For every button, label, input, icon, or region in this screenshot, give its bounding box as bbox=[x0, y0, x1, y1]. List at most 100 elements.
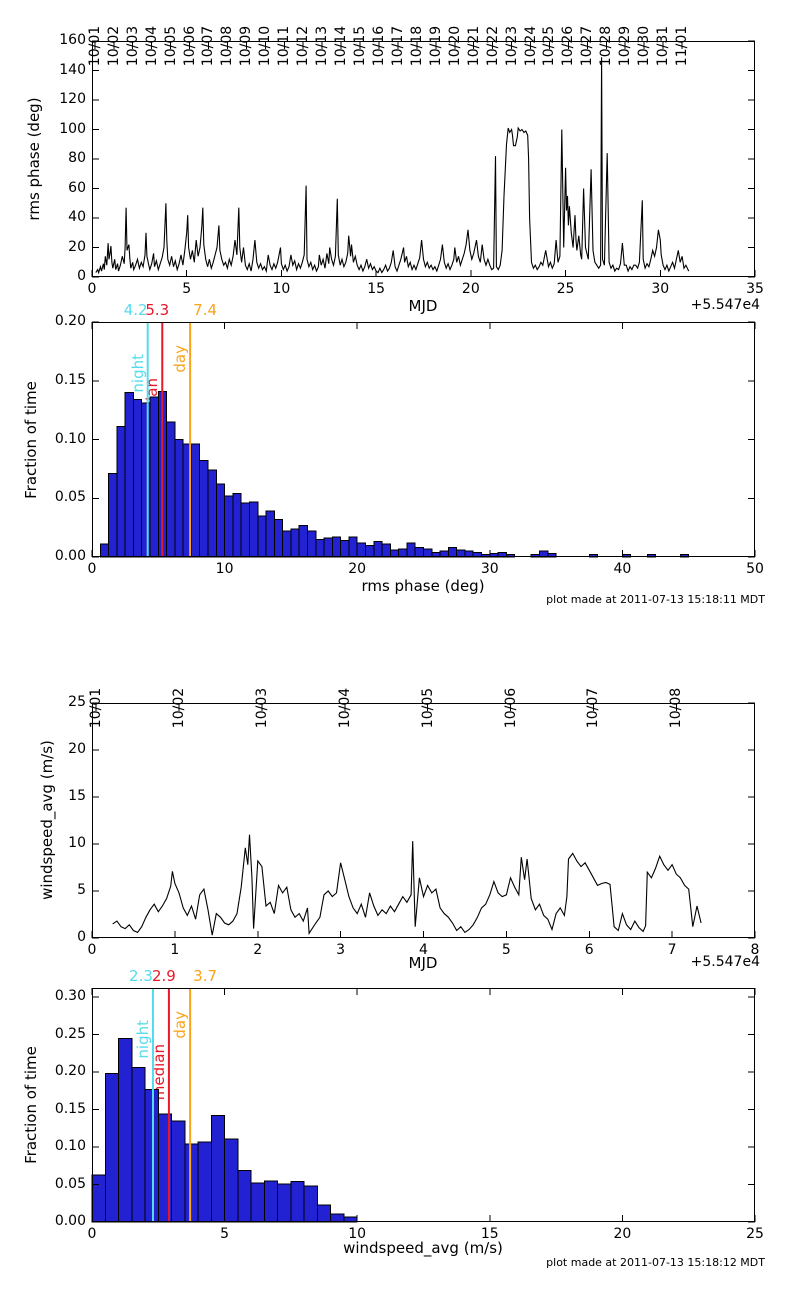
date-tick-label: 10/14 bbox=[333, 25, 350, 67]
date-tick-label: 10/16 bbox=[370, 25, 387, 67]
histogram-bar bbox=[144, 1088, 159, 1223]
histogram-bar bbox=[414, 547, 424, 558]
x-tick-label: 35 bbox=[746, 281, 764, 297]
date-tick-label: 10/06 bbox=[502, 687, 519, 729]
y-tick-label: 0.05 bbox=[54, 489, 86, 506]
windspeed-ylabel: windspeed_avg (m/s) bbox=[38, 740, 56, 900]
date-tick-label: 10/21 bbox=[465, 25, 482, 67]
histogram-bar bbox=[237, 1169, 252, 1223]
date-tick-label: 10/07 bbox=[200, 25, 217, 67]
histogram-bar bbox=[316, 1204, 332, 1223]
windspeed-xlabel: windspeed_avg (m/s) bbox=[343, 1239, 503, 1257]
x-tick-label: 40 bbox=[613, 561, 632, 577]
date-tick-label: 10/05 bbox=[419, 687, 436, 729]
histogram-bar bbox=[323, 537, 333, 558]
y-tick-label: 0.20 bbox=[54, 313, 86, 329]
date-tick-label: 10/09 bbox=[238, 25, 255, 67]
date-tick-label: 10/02 bbox=[105, 25, 122, 67]
day-value-label: 3.7 bbox=[193, 967, 218, 985]
x-tick-label: 5 bbox=[220, 1226, 230, 1242]
date-tick-label: 10/04 bbox=[336, 687, 353, 729]
date-tick-label: 10/03 bbox=[253, 687, 270, 729]
histogram-bar bbox=[116, 426, 126, 558]
histogram-bar bbox=[248, 501, 259, 558]
day-value-label: 7.4 bbox=[193, 301, 218, 319]
y-tick-label: 140 bbox=[59, 61, 86, 78]
timeseries-line bbox=[112, 834, 702, 936]
histogram-bar bbox=[132, 399, 143, 558]
x-tick-label: 15 bbox=[480, 1226, 499, 1242]
histogram-bar bbox=[282, 530, 292, 558]
y-tick-label: 15 bbox=[68, 788, 86, 804]
timeseries-line bbox=[95, 57, 690, 275]
date-tick-label: 10/03 bbox=[124, 25, 141, 67]
date-tick-label: 10/13 bbox=[314, 25, 331, 67]
x-tick-label: 5 bbox=[501, 942, 511, 958]
histogram-bar bbox=[199, 460, 209, 558]
x-tick-label: 10 bbox=[348, 1226, 367, 1242]
histogram-bar bbox=[306, 530, 317, 558]
x-tick-label: 20 bbox=[348, 561, 367, 577]
histogram-bar bbox=[171, 1120, 186, 1223]
x-tick-label: 30 bbox=[480, 561, 499, 577]
night-value-label: 4.2 bbox=[123, 301, 148, 319]
histogram-bar bbox=[303, 1185, 318, 1223]
median-value-label: 2.9 bbox=[151, 967, 176, 985]
histogram-bar bbox=[406, 542, 416, 558]
y-tick-label: 0.00 bbox=[54, 1213, 86, 1229]
histogram-bar bbox=[99, 543, 110, 558]
histogram-bar bbox=[330, 1213, 345, 1223]
y-tick-label: 80 bbox=[68, 150, 86, 166]
x-tick-label: 20 bbox=[613, 1226, 632, 1242]
x-tick-label: 20 bbox=[461, 281, 480, 297]
histogram-bar bbox=[263, 1180, 279, 1223]
histogram-bar bbox=[331, 536, 342, 558]
y-tick-label: 0.10 bbox=[54, 430, 86, 447]
histogram-bar bbox=[250, 1182, 265, 1223]
axes-spine bbox=[92, 988, 755, 1222]
y-tick-label: 25 bbox=[68, 694, 86, 710]
y-tick-label: 20 bbox=[68, 238, 86, 255]
histogram-bar bbox=[174, 439, 184, 558]
y-tick-label: 40 bbox=[68, 209, 86, 225]
histogram-bar bbox=[91, 1174, 106, 1223]
histogram-bar bbox=[184, 1143, 199, 1223]
rms-phase-timeseries-axes bbox=[91, 40, 756, 278]
y-tick-label: 0.15 bbox=[54, 371, 86, 388]
y-tick-label: 0.10 bbox=[54, 1138, 86, 1154]
histogram-bar bbox=[290, 1181, 305, 1223]
histogram-bar bbox=[131, 1067, 146, 1223]
date-tick-label: 10/02 bbox=[171, 687, 188, 729]
y-tick-label: 0.00 bbox=[54, 548, 86, 564]
median-value-label: 5.3 bbox=[145, 301, 170, 319]
histogram-bar bbox=[215, 483, 226, 558]
histogram-bar bbox=[141, 402, 151, 558]
histogram-bar bbox=[381, 543, 391, 558]
histogram-bar bbox=[277, 1183, 292, 1223]
rms-phase-histogram-axes bbox=[91, 321, 756, 558]
x-tick-label: 6 bbox=[584, 942, 594, 958]
windspeed-timeseries-axes bbox=[91, 702, 756, 939]
y-tick-label: 10 bbox=[68, 835, 86, 851]
histogram-bar bbox=[207, 469, 217, 558]
y-tick-label: 0.15 bbox=[54, 1100, 86, 1117]
date-tick-label: 10/25 bbox=[541, 25, 558, 67]
histogram-bar bbox=[456, 549, 466, 558]
rms-phase-xlabel: rms phase (deg) bbox=[361, 577, 485, 595]
y-tick-label: 0.20 bbox=[54, 1063, 86, 1079]
histogram-bar bbox=[356, 542, 366, 558]
date-tick-label: 10/22 bbox=[484, 25, 501, 67]
histogram-bar bbox=[423, 548, 433, 558]
histogram-bar bbox=[373, 541, 383, 558]
windspeed-histogram-axes bbox=[91, 988, 756, 1223]
date-tick-label: 10/06 bbox=[181, 25, 198, 67]
histogram-bar bbox=[224, 495, 234, 558]
histogram-bar bbox=[108, 473, 118, 558]
date-tick-label: 10/15 bbox=[352, 25, 369, 67]
date-tick-label: 10/01 bbox=[88, 687, 105, 729]
histogram-bar bbox=[149, 396, 159, 558]
x-tick-label: 30 bbox=[651, 281, 670, 297]
plot-timestamp-1: plot made at 2011-07-13 15:18:11 MDT bbox=[546, 593, 765, 606]
night-value-label: 2.3 bbox=[129, 967, 153, 985]
x-tick-label: 50 bbox=[746, 561, 764, 577]
